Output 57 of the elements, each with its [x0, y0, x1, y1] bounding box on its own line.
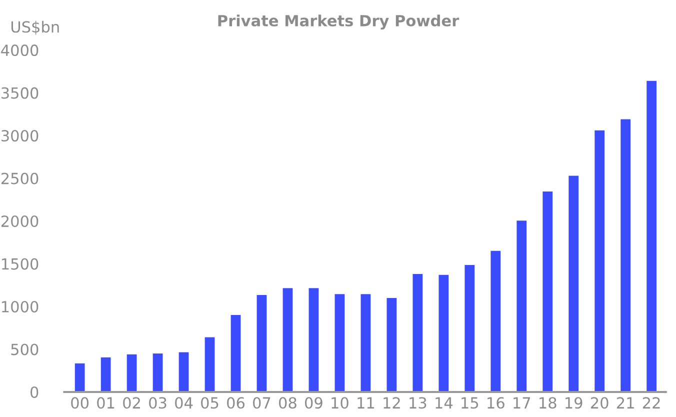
bar	[516, 220, 527, 392]
bar	[74, 363, 85, 392]
x-tick-label: 09	[305, 397, 322, 409]
bar	[230, 315, 241, 392]
x-tick-label: 03	[149, 397, 166, 409]
bar	[334, 294, 345, 392]
y-tick-label: 3000	[2, 130, 38, 142]
y-tick-label: 3500	[2, 87, 38, 99]
x-tick-label: 14	[436, 397, 453, 408]
x-tick-label: 22	[642, 397, 660, 408]
y-tick-label: 2000	[1, 215, 38, 228]
x-tick-label: 02	[123, 397, 140, 409]
bar	[464, 265, 475, 392]
x-tick-label: 20	[590, 397, 608, 409]
y-axis-title: US$bn	[11, 20, 59, 35]
x-tick-label: 05	[201, 397, 218, 409]
x-tick-label: 06	[227, 397, 245, 409]
y-tick-label: 500	[11, 344, 38, 356]
x-tick-label: 04	[175, 397, 193, 409]
bar	[542, 192, 553, 392]
x-tick-label: 19	[566, 397, 582, 409]
y-tick-label: 2500	[1, 172, 38, 184]
x-tick-label: 12	[384, 397, 400, 408]
x-tick-label: 08	[279, 397, 296, 409]
bar	[568, 176, 579, 392]
bar	[204, 337, 215, 392]
x-tick-label: 13	[410, 397, 426, 409]
bar	[490, 250, 501, 392]
x-tick-label: 17	[514, 397, 530, 408]
x-tick-label: 01	[97, 397, 114, 409]
x-tick-label: 10	[332, 397, 348, 409]
x-tick-label: 18	[540, 397, 556, 409]
x-tick-label: 21	[616, 397, 634, 408]
x-tick-label: 07	[253, 397, 270, 409]
bar	[126, 354, 137, 392]
x-tick-label: 15	[462, 397, 478, 409]
bar	[282, 288, 293, 392]
bar	[100, 357, 111, 392]
bar	[412, 274, 423, 392]
x-tick-label: 11	[358, 397, 374, 408]
bar	[360, 294, 371, 392]
x-tick-label: 16	[488, 397, 504, 409]
x-tick-label: 00	[71, 397, 89, 409]
bar	[152, 354, 163, 392]
bar	[438, 274, 449, 392]
bar	[256, 294, 267, 392]
y-tick-label: 1500	[2, 258, 38, 270]
bar	[594, 130, 605, 392]
y-tick-label: 4000	[1, 44, 38, 56]
bar	[646, 80, 657, 392]
chart-title: Private Markets Dry Powder	[218, 14, 460, 30]
bar	[178, 352, 189, 392]
y-tick-label: 1000	[2, 300, 38, 313]
bar	[620, 119, 631, 392]
bar	[308, 288, 319, 392]
bar	[386, 298, 397, 392]
y-tick-label: 0	[30, 386, 38, 398]
